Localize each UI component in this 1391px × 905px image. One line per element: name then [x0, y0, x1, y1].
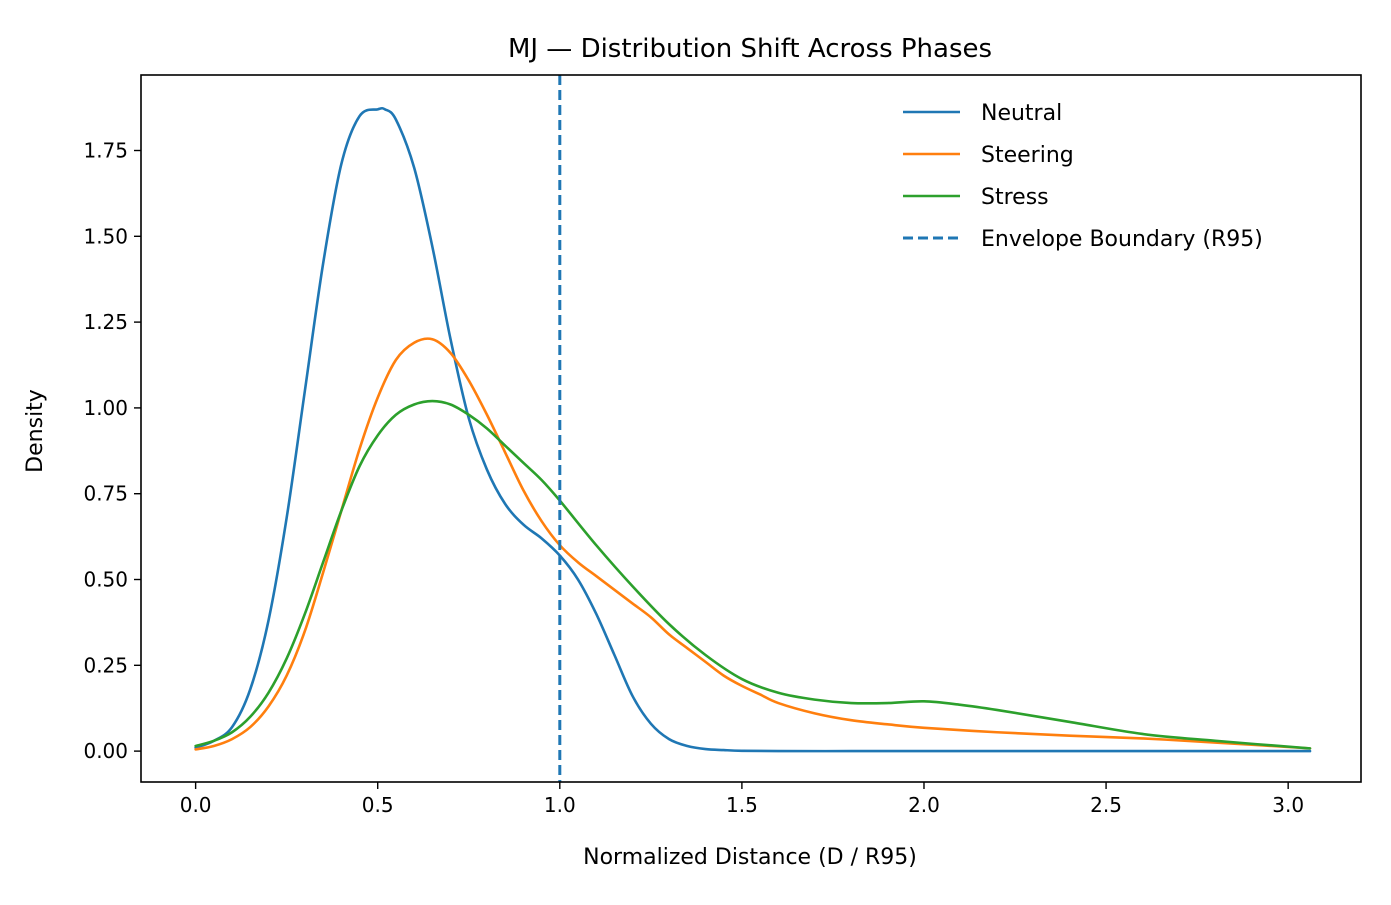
x-axis-label: Normalized Distance (D / R95): [583, 845, 917, 870]
series-line-stress: [194, 399, 1312, 750]
x-tick-label: 0.5: [362, 793, 394, 817]
x-tick-label: 0.0: [180, 793, 212, 817]
y-tick-label: 1.75: [83, 139, 128, 163]
x-tick-label: 2.0: [908, 793, 940, 817]
legend-label: Stress: [981, 185, 1049, 210]
legend: Neutral Steering Stress Envelope Boundary (…: [903, 101, 1263, 252]
series-line-neutral: [194, 106, 1312, 753]
y-tick-label: 0.25: [83, 653, 128, 677]
x-tick-label: 3.0: [1272, 793, 1304, 817]
y-tick-label: 0.00: [83, 739, 128, 763]
legend-label: Envelope Boundary (R95): [981, 227, 1263, 252]
legend-label: Steering: [981, 143, 1074, 168]
y-tick-label: 0.50: [83, 568, 128, 592]
x-tick-label: 1.0: [544, 793, 576, 817]
plot-area: [194, 75, 1312, 782]
chart-title: MJ — Distribution Shift Across Phases: [508, 34, 992, 64]
y-axis: 0.00 0.25 0.50 0.75 1.00 1.25 1.50 1.75: [83, 139, 141, 763]
x-tick-label: 1.5: [726, 793, 758, 817]
series-line-steering: [194, 337, 1312, 751]
y-tick-label: 1.00: [83, 396, 128, 420]
legend-label: Neutral: [981, 101, 1062, 126]
y-tick-label: 1.25: [83, 310, 128, 334]
plot-frame: [140, 74, 1362, 783]
y-axis-label: Density: [23, 389, 48, 473]
y-tick-label: 0.75: [83, 482, 128, 506]
x-tick-label: 2.5: [1090, 793, 1122, 817]
y-tick-label: 1.50: [83, 224, 128, 248]
x-axis: 0.0 0.5 1.0 1.5 2.0 2.5 3.0: [180, 782, 1304, 817]
